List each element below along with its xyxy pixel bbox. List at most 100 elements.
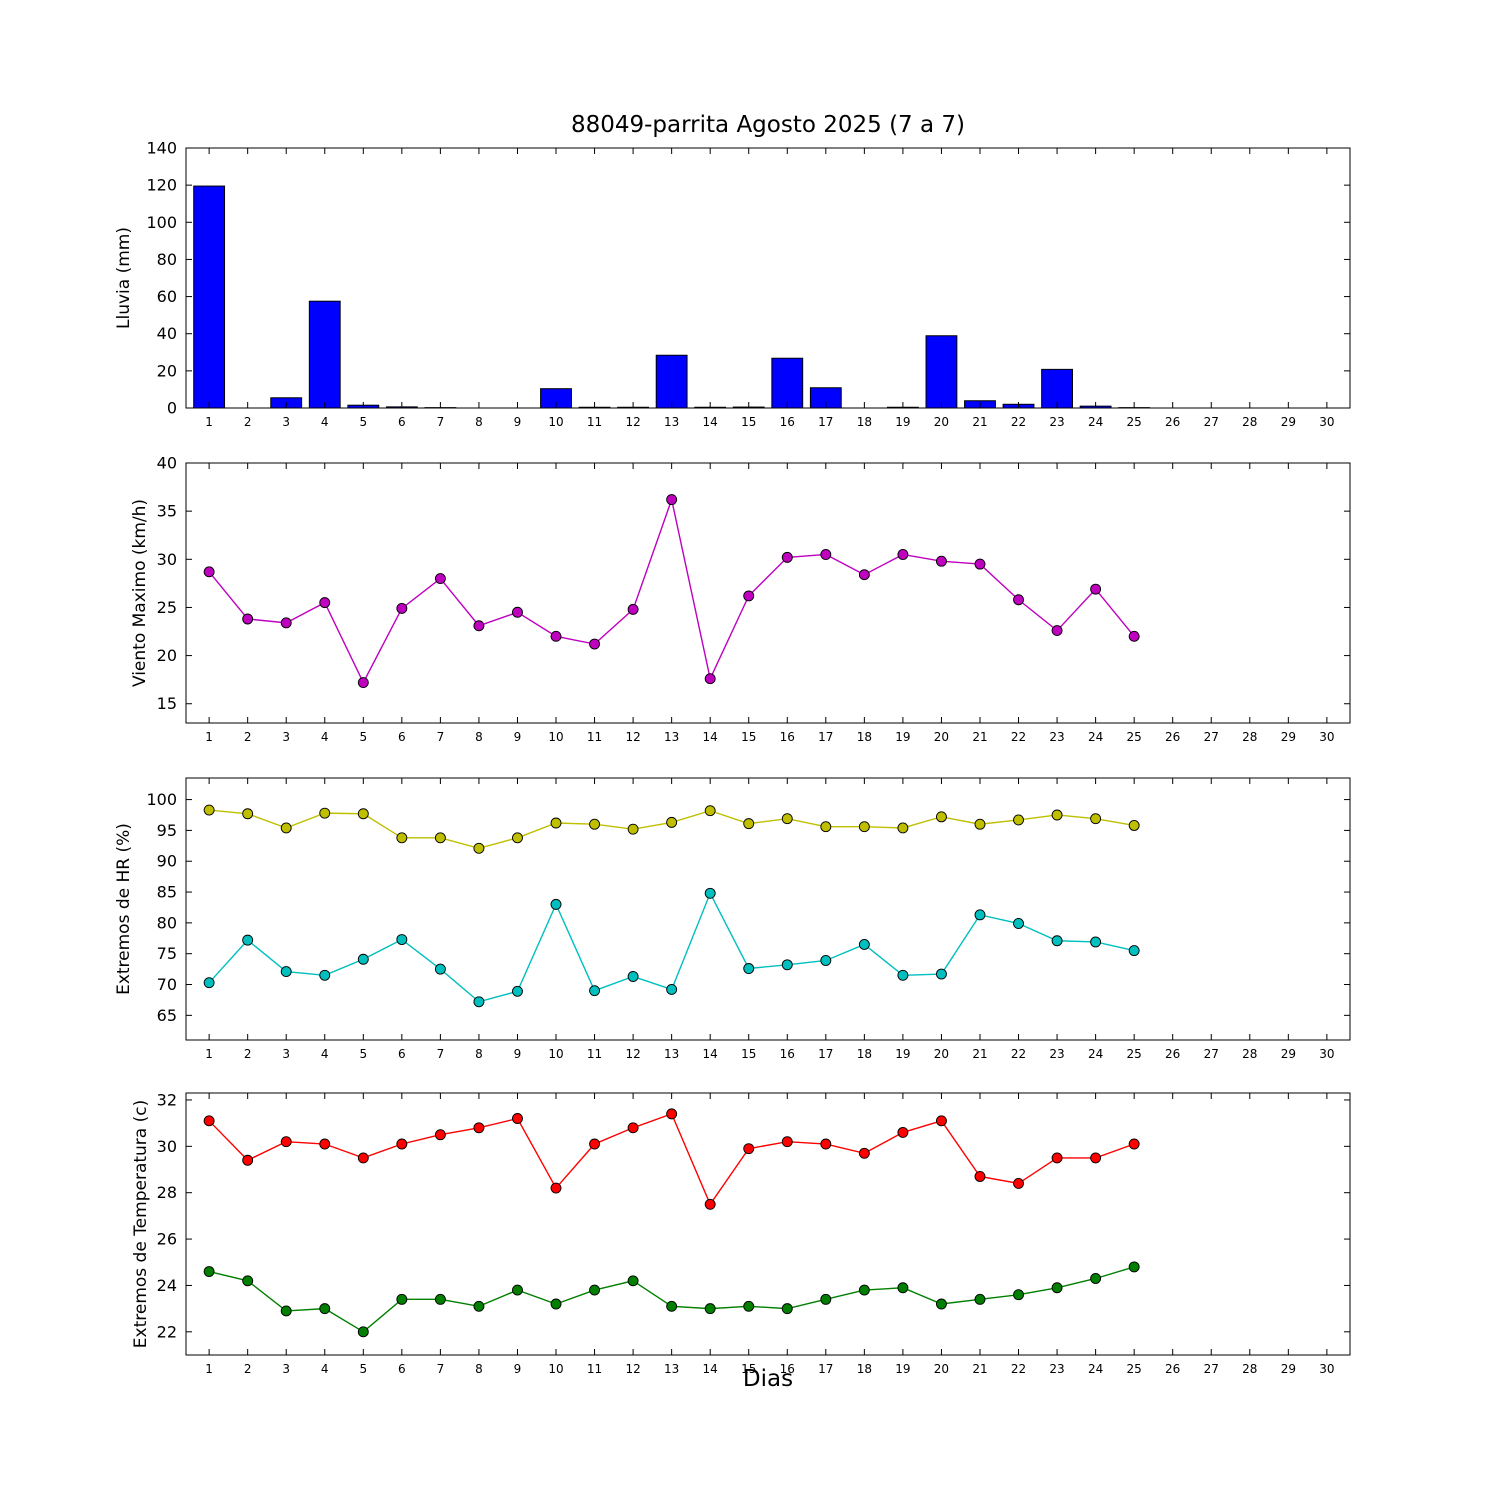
xtick-label: 21 [972, 730, 987, 744]
ytick-label: 75 [157, 944, 177, 963]
ylabel-viento-maximo: Viento Maximo (km/h) [130, 498, 150, 688]
ytick-label: 40 [157, 324, 177, 343]
viento-maximo-point-day-18 [858, 569, 870, 581]
viento-maximo-point-day-5 [357, 677, 369, 689]
xtick-label: 22 [1011, 730, 1026, 744]
temperatura-maxima-point-day-18 [858, 1147, 870, 1159]
hr-minima-point-day-7 [434, 963, 446, 975]
temperatura-maxima-point-day-5 [357, 1152, 369, 1164]
viento-maximo-point-day-1 [203, 566, 215, 578]
xtick-label: 8 [475, 730, 483, 744]
xtick-label: 14 [703, 1362, 718, 1376]
xtick-label: 16 [780, 1362, 795, 1376]
xtick-label: 23 [1049, 1047, 1064, 1061]
xtick-label: 20 [934, 1047, 949, 1061]
xtick-label: 28 [1242, 1047, 1257, 1061]
xtick-label: 16 [780, 1047, 795, 1061]
temperatura-maxima-point-day-25 [1128, 1138, 1140, 1150]
xtick-label: 6 [398, 730, 406, 744]
hr-maxima-point-day-24 [1090, 813, 1102, 825]
hr-minima-point-day-13 [666, 983, 678, 995]
temperatura-maxima-point-day-10 [550, 1182, 562, 1194]
temperatura-minima-point-day-8 [473, 1300, 485, 1312]
ylabel-lluvia: Lluvia (mm) [114, 227, 134, 329]
xlabel-dias: Dias [742, 1366, 794, 1392]
xtick-label: 8 [475, 415, 483, 429]
temperatura-minima-point-day-23 [1051, 1282, 1063, 1294]
xtick-label: 13 [664, 1362, 679, 1376]
xtick-label: 10 [548, 1362, 563, 1376]
xtick-label: 2 [244, 730, 252, 744]
xtick-label: 27 [1204, 1362, 1219, 1376]
hr-minima-point-day-20 [935, 968, 947, 980]
temperatura-maxima-point-day-17 [820, 1138, 832, 1150]
xtick-label: 25 [1127, 415, 1142, 429]
hr-maxima-point-day-21 [974, 818, 986, 830]
xtick-label: 3 [282, 1362, 290, 1376]
xtick-label: 7 [437, 1047, 445, 1061]
viento-maximo-point-day-17 [820, 549, 832, 560]
temperatura-maxima-point-day-13 [666, 1108, 678, 1120]
xtick-label: 26 [1165, 730, 1180, 744]
viento-maximo-point-day-4 [319, 597, 331, 609]
hr-maxima-point-day-12 [627, 823, 639, 835]
xtick-label: 1 [205, 1047, 213, 1061]
ytick-label: 85 [157, 883, 177, 902]
xtick-label: 12 [625, 1362, 640, 1376]
xtick-label: 26 [1165, 1362, 1180, 1376]
hr-maxima-point-day-17 [820, 821, 832, 833]
axes-frame [185, 147, 1351, 409]
ytick-label: 80 [157, 250, 177, 269]
temperatura-minima-point-day-11 [589, 1284, 601, 1296]
temperatura-minima-point-day-13 [666, 1300, 678, 1312]
ylabel-extremos-temperatura: Extremos de Temperatura (c) [131, 1099, 151, 1349]
viento-maximo-point-day-14 [704, 673, 716, 685]
xtick-label: 6 [398, 415, 406, 429]
viento-maximo-point-day-6 [396, 602, 408, 614]
xtick-label: 12 [625, 1047, 640, 1061]
viento-maximo-point-day-9 [512, 606, 523, 618]
xtick-label: 14 [703, 730, 718, 744]
bar-day-20 [925, 335, 958, 409]
axes-background [186, 1093, 1350, 1355]
hr-minima-point-day-2 [242, 934, 254, 946]
hr-maxima-point-day-8 [473, 842, 485, 854]
hr-minima-point-day-1 [203, 977, 215, 989]
xtick-label: 16 [780, 730, 795, 744]
xtick-label: 10 [548, 415, 563, 429]
xtick-label: 30 [1319, 730, 1334, 744]
xtick-label: 5 [359, 1047, 367, 1061]
hr-maxima-point-day-7 [434, 832, 446, 844]
ytick-label: 100 [146, 790, 177, 809]
hr-maxima-point-day-11 [589, 818, 601, 830]
xtick-label: 28 [1242, 730, 1257, 744]
xtick-label: 3 [282, 1047, 290, 1061]
xtick-label: 5 [359, 730, 367, 744]
hr-maxima-point-day-4 [319, 807, 331, 819]
temperatura-maxima-point-day-19 [897, 1126, 909, 1138]
xtick-label: 29 [1281, 1362, 1296, 1376]
xtick-label: 7 [437, 415, 445, 429]
xtick-label: 24 [1088, 1362, 1103, 1376]
xtick-label: 4 [321, 415, 329, 429]
hr-maxima-point-day-22 [1013, 814, 1024, 826]
xtick-label: 29 [1281, 1047, 1296, 1061]
xtick-label: 11 [587, 1362, 602, 1376]
xtick-label: 2 [244, 1047, 252, 1061]
temperatura-minima-point-day-3 [280, 1305, 292, 1317]
xtick-label: 10 [548, 730, 563, 744]
ytick-label: 40 [157, 454, 177, 473]
temperatura-minima-point-day-6 [396, 1293, 408, 1305]
xtick-label: 26 [1165, 415, 1180, 429]
viento-maximo-point-day-24 [1090, 583, 1102, 595]
bar-day-23 [1041, 368, 1073, 409]
xtick-label: 21 [972, 1362, 987, 1376]
hr-minima-point-day-24 [1090, 936, 1102, 948]
bar-day-4 [308, 300, 341, 409]
xtick-label: 27 [1204, 1047, 1219, 1061]
viento-maximo-point-day-19 [897, 549, 909, 560]
temperatura-maxima-point-day-16 [781, 1136, 793, 1148]
xtick-label: 17 [818, 415, 833, 429]
xtick-label: 11 [587, 730, 602, 744]
